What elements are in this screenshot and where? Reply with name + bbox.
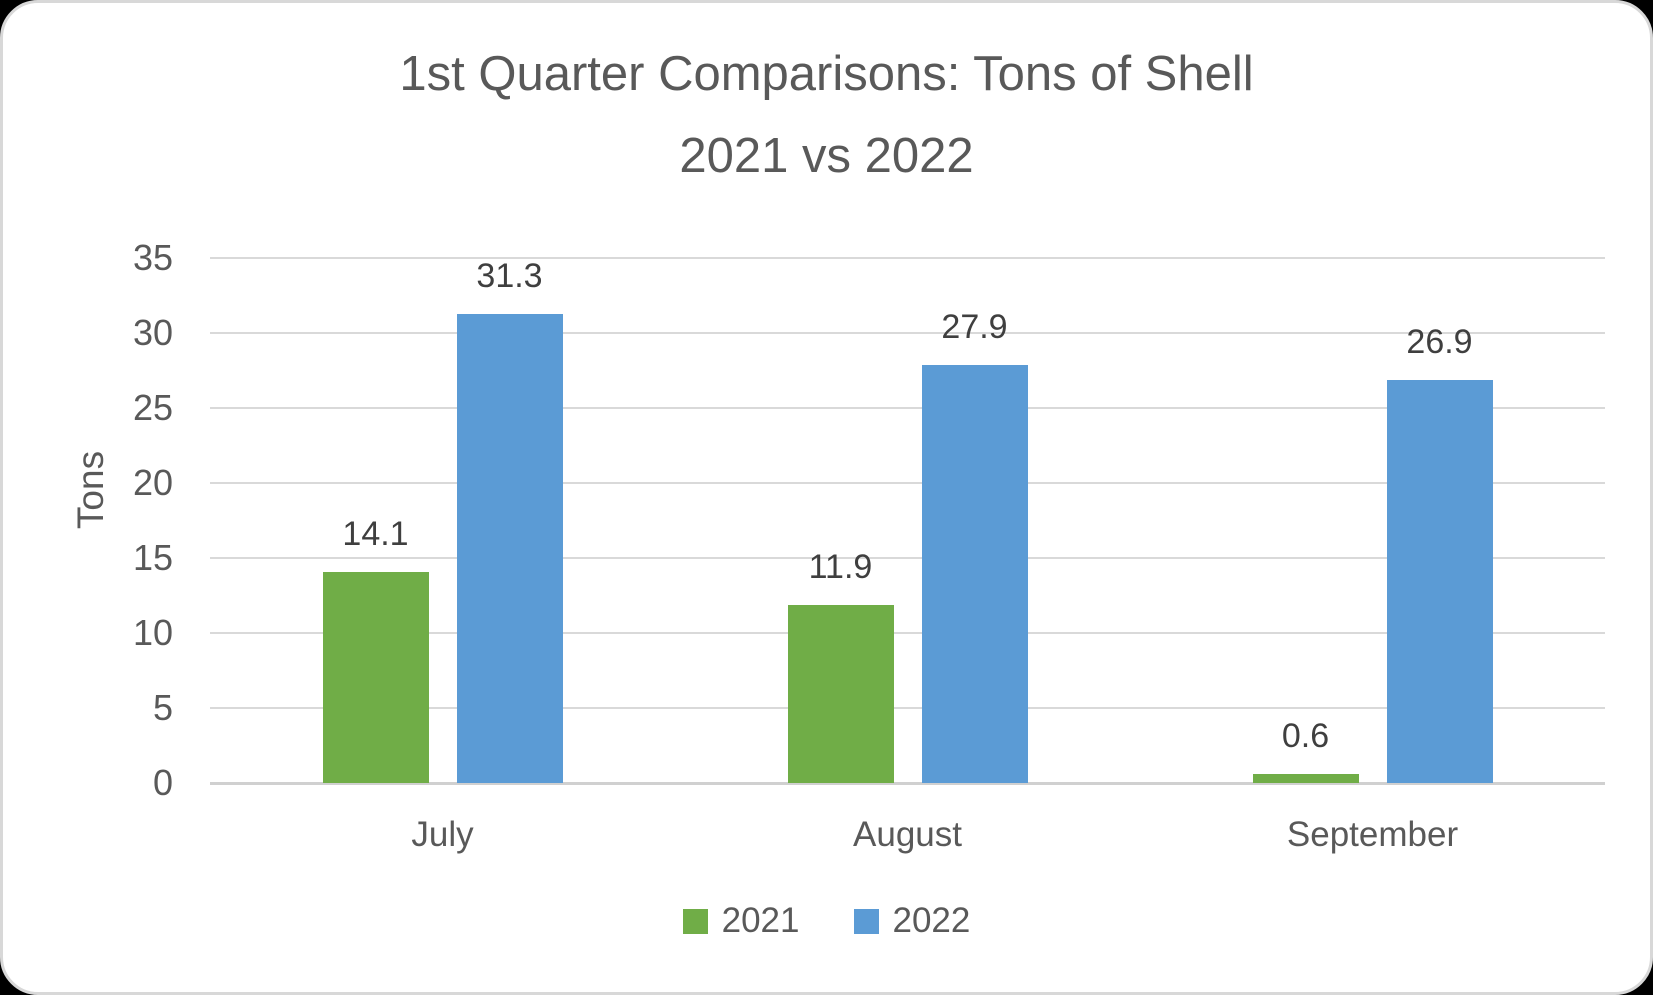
chart-title: 1st Quarter Comparisons: Tons of Shell 2… bbox=[3, 33, 1650, 197]
bar-column-2021-july: 14.1 bbox=[322, 514, 429, 783]
y-tick-label-5: 5 bbox=[152, 687, 173, 728]
bar-column-2022-september: 26.9 bbox=[1386, 322, 1493, 783]
bar-column-2022-july: 31.3 bbox=[456, 256, 563, 783]
gridline-10 bbox=[210, 632, 1605, 634]
chart-title-line2: 2021 vs 2022 bbox=[679, 129, 974, 183]
gridline-15 bbox=[210, 557, 1605, 559]
bar-column-2022-august: 27.9 bbox=[921, 307, 1028, 783]
legend: 2021 2022 bbox=[3, 901, 1650, 941]
y-tick-label-0: 0 bbox=[152, 762, 173, 803]
data-label-2022-september: 26.9 bbox=[1406, 322, 1473, 361]
y-tick-label-25: 25 bbox=[132, 387, 173, 428]
data-label-2022-july: 31.3 bbox=[476, 256, 543, 295]
gridline-25 bbox=[210, 407, 1605, 409]
data-label-2021-august: 11.9 bbox=[808, 547, 873, 586]
y-axis-tick-labels: 35 30 25 20 15 10 5 0 bbox=[63, 237, 173, 803]
x-axis-label-july: July bbox=[411, 815, 474, 854]
x-axis-label-september: September bbox=[1286, 815, 1459, 854]
bar-group-september: 0.6 26.9 bbox=[1140, 258, 1605, 783]
legend-item-2022: 2022 bbox=[853, 901, 971, 941]
data-label-2021-september: 0.6 bbox=[1281, 717, 1330, 755]
y-tick-label-35: 35 bbox=[132, 237, 173, 278]
legend-swatch-icon bbox=[682, 908, 708, 934]
x-axis-labels: July August September bbox=[210, 815, 1605, 855]
bar-2021-august bbox=[787, 604, 894, 783]
gridline-35 bbox=[210, 257, 1605, 259]
legend-item-2021: 2021 bbox=[682, 901, 800, 941]
data-label-2021-july: 14.1 bbox=[342, 514, 409, 553]
chart-title-line1: 1st Quarter Comparisons: Tons of Shell bbox=[399, 47, 1254, 101]
gridline-30 bbox=[210, 332, 1605, 334]
bar-2021-september bbox=[1252, 774, 1359, 783]
y-tick-label-20: 20 bbox=[132, 462, 173, 503]
y-tick-label-10: 10 bbox=[132, 612, 173, 653]
x-axis-label-august: August bbox=[853, 815, 962, 854]
plot-area: 14.1 31.3 11.9 27.9 0.6 26.9 bbox=[210, 256, 1605, 785]
legend-swatch-icon bbox=[853, 908, 879, 934]
legend-label-2022: 2022 bbox=[892, 901, 971, 940]
y-tick-label-15: 15 bbox=[132, 537, 173, 578]
bar-column-2021-september: 0.6 bbox=[1252, 717, 1359, 783]
bar-2022-august bbox=[921, 364, 1028, 783]
bar-2021-july bbox=[322, 571, 429, 783]
gridline-20 bbox=[210, 482, 1605, 484]
bar-column-2021-august: 11.9 bbox=[787, 547, 894, 783]
gridline-0 bbox=[210, 782, 1605, 785]
bar-group-july: 14.1 31.3 bbox=[210, 256, 675, 783]
bar-2022-july bbox=[456, 313, 563, 783]
y-tick-label-30: 30 bbox=[132, 312, 173, 353]
data-label-2022-august: 27.9 bbox=[941, 307, 1008, 346]
bar-group-august: 11.9 27.9 bbox=[675, 258, 1140, 783]
bar-2022-september bbox=[1386, 379, 1493, 783]
legend-label-2021: 2021 bbox=[721, 901, 800, 940]
gridline-5 bbox=[210, 707, 1605, 709]
